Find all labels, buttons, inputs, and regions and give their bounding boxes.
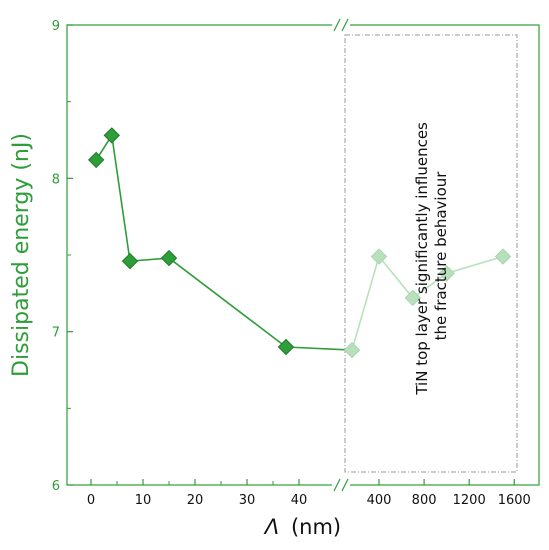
annotation-line-2: the fracture behaviour — [432, 171, 450, 341]
x-axis-title: Λ (nm) — [263, 515, 341, 539]
x-tick-label: 0 — [87, 493, 95, 508]
data-point-marker — [103, 127, 121, 144]
x-tick-label: 800 — [412, 493, 437, 508]
x-tick-label: 20 — [187, 493, 204, 508]
x-tick-label: 1200 — [453, 493, 486, 508]
axis-break-marks — [332, 18, 350, 492]
x-tick-label: 1600 — [498, 493, 531, 508]
x-axis-unit: (nm) — [291, 515, 341, 539]
data-point-marker — [160, 249, 178, 267]
data-point-marker — [494, 248, 512, 265]
y-tick-label: 6 — [52, 479, 60, 494]
data-point-marker — [438, 265, 455, 282]
data-markers — [87, 127, 512, 359]
y-tick-label: 9 — [52, 19, 60, 34]
y-axis-title: Dissipated energy (nJ) — [9, 133, 34, 377]
y-tick-label: 8 — [52, 172, 60, 187]
series-line-left — [95, 133, 353, 351]
annotation-box — [344, 34, 518, 473]
annotation-line-1: TiN top layer significantly influences — [413, 122, 431, 396]
plot-frame — [66, 24, 540, 486]
x-tick-label: 30 — [239, 493, 256, 508]
annotation-text: TiN top layer significantly influences t… — [413, 117, 450, 395]
data-point-marker — [121, 252, 139, 270]
x-axis-symbol: Λ — [263, 515, 279, 539]
x-tick-label: 400 — [367, 493, 392, 508]
data-point-marker — [277, 338, 295, 356]
y-tick-label: 7 — [52, 326, 60, 341]
data-point-marker — [343, 341, 361, 359]
axis-ticks: 6 7 8 9 0 10 20 30 40 400 800 1200 1600 — [52, 19, 531, 508]
data-point-marker — [87, 151, 105, 169]
data-point-marker — [404, 289, 422, 307]
x-tick-label: 40 — [291, 493, 308, 508]
x-tick-label: 10 — [135, 493, 152, 508]
data-point-marker — [370, 248, 388, 265]
